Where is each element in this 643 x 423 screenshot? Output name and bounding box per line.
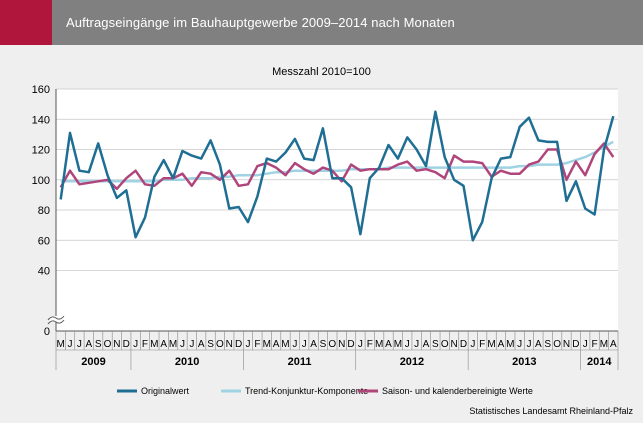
month-tick-label: A	[423, 339, 430, 350]
month-tick-label: J	[527, 339, 532, 350]
month-tick-label: A	[85, 339, 92, 350]
month-tick-label: S	[207, 339, 214, 350]
axis-break-mark	[47, 319, 65, 325]
month-tick-label: M	[487, 339, 495, 350]
year-label: 2009	[81, 356, 105, 368]
month-tick-label: M	[169, 339, 177, 350]
axis-break-gap	[50, 316, 62, 322]
month-tick-label: J	[405, 339, 410, 350]
legend-label: Trend-Konjunktur-Komponente	[245, 386, 368, 396]
month-tick-label: A	[535, 339, 542, 350]
month-tick-label: O	[441, 339, 449, 350]
month-tick-label: M	[150, 339, 158, 350]
month-tick-label: A	[310, 339, 317, 350]
y-tick-label: 0	[44, 326, 50, 338]
month-tick-label: N	[563, 339, 570, 350]
month-tick-label: M	[57, 339, 65, 350]
axis-break-mark	[47, 315, 65, 321]
y-tick-label: 40	[38, 266, 50, 278]
month-tick-label: A	[160, 339, 167, 350]
month-tick-label: J	[246, 339, 251, 350]
month-tick-label: O	[328, 339, 336, 350]
month-tick-label: D	[123, 339, 130, 350]
month-tick-label: A	[498, 339, 505, 350]
month-tick-label: D	[572, 339, 579, 350]
month-tick-label: M	[375, 339, 383, 350]
legend-label: Saison- und kalenderbereinigte Werte	[382, 386, 533, 396]
month-tick-label: A	[610, 339, 617, 350]
month-tick-label: N	[338, 339, 345, 350]
chart-subtitle: Messzahl 2010=100	[272, 66, 371, 78]
header-bar: Auftragseingänge im Bauhauptgewerbe 2009…	[0, 0, 643, 45]
month-tick-label: J	[133, 339, 138, 350]
chart-title: Auftragseingänge im Bauhauptgewerbe 2009…	[66, 15, 455, 30]
y-tick-label: 100	[32, 175, 50, 187]
month-tick-label: J	[68, 339, 73, 350]
month-tick-label: S	[432, 339, 439, 350]
y-tick-label: 60	[38, 235, 50, 247]
month-tick-label: O	[104, 339, 112, 350]
month-tick-label: S	[544, 339, 551, 350]
month-tick-label: O	[216, 339, 224, 350]
month-tick-label: J	[517, 339, 522, 350]
month-tick-label: F	[479, 339, 485, 350]
month-tick-label: S	[320, 339, 327, 350]
source-note: Statistisches Landesamt Rheinland-Pfalz	[469, 406, 633, 416]
month-tick-label: D	[460, 339, 467, 350]
series-line-1	[59, 110, 615, 242]
month-tick-label: J	[77, 339, 82, 350]
month-tick-label: D	[235, 339, 242, 350]
month-tick-label: O	[553, 339, 561, 350]
month-tick-label: A	[198, 339, 205, 350]
y-tick-label: 120	[32, 145, 50, 157]
year-label: 2010	[175, 356, 199, 368]
month-tick-label: J	[302, 339, 307, 350]
month-tick-label: J	[292, 339, 297, 350]
year-label: 2011	[288, 356, 312, 368]
month-tick-label: M	[600, 339, 608, 350]
month-tick-label: N	[113, 339, 120, 350]
accent-block	[0, 0, 52, 45]
year-label: 2013	[512, 356, 536, 368]
month-tick-label: F	[592, 339, 598, 350]
month-tick-label: A	[273, 339, 280, 350]
month-tick-label: F	[254, 339, 260, 350]
month-tick-label: N	[226, 339, 233, 350]
y-tick-label: 80	[38, 205, 50, 217]
month-tick-label: M	[506, 339, 514, 350]
month-tick-label: M	[394, 339, 402, 350]
legend-label: Originalwert	[141, 386, 190, 396]
month-tick-label: M	[263, 339, 271, 350]
month-tick-label: J	[358, 339, 363, 350]
y-tick-label: 160	[32, 84, 50, 96]
month-tick-label: F	[142, 339, 148, 350]
month-tick-label: J	[414, 339, 419, 350]
month-tick-label: J	[180, 339, 185, 350]
title-bar: Auftragseingänge im Bauhauptgewerbe 2009…	[52, 0, 643, 45]
y-tick-label: 140	[32, 114, 50, 126]
year-label: 2012	[400, 356, 424, 368]
month-tick-label: J	[189, 339, 194, 350]
month-tick-label: S	[95, 339, 102, 350]
month-tick-label: F	[367, 339, 373, 350]
month-tick-label: D	[347, 339, 354, 350]
month-tick-label: N	[450, 339, 457, 350]
month-tick-label: A	[385, 339, 392, 350]
year-label: 2014	[587, 356, 612, 368]
month-tick-label: M	[281, 339, 289, 350]
month-tick-label: J	[470, 339, 475, 350]
month-tick-label: J	[583, 339, 588, 350]
